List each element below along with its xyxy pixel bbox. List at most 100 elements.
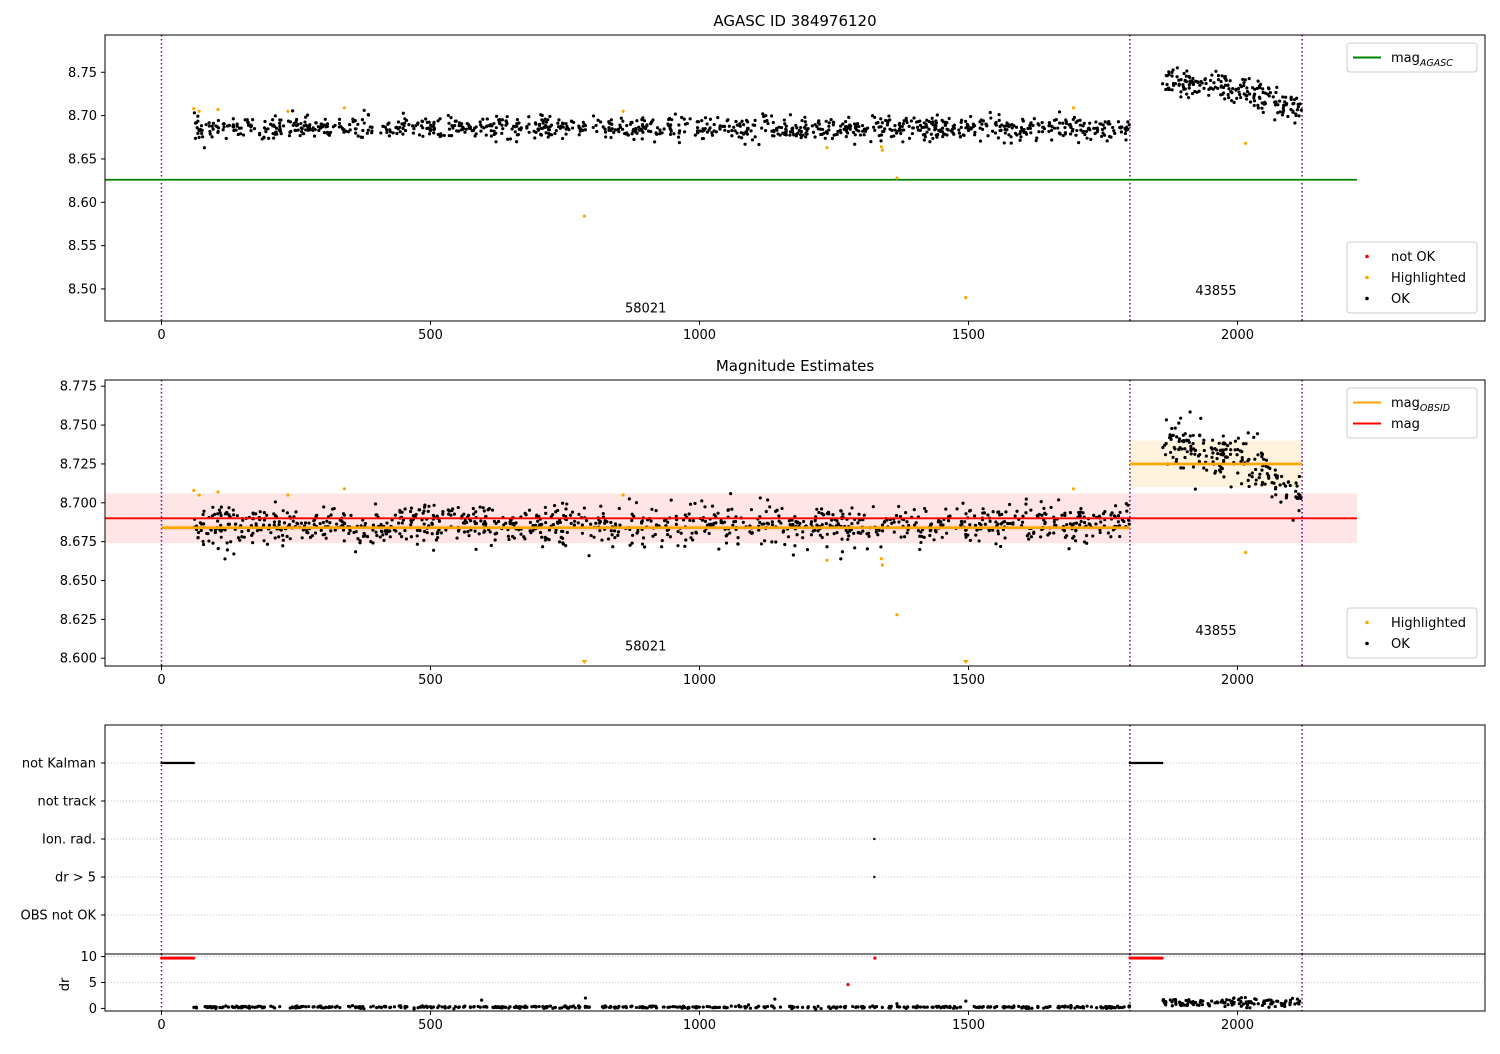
data-point-ok <box>527 122 531 126</box>
data-point-ok <box>733 129 737 133</box>
data-point-ok <box>604 135 608 139</box>
data-point-ok <box>527 115 531 119</box>
data-point-ok <box>420 119 425 124</box>
data-point-ok <box>1234 88 1238 92</box>
data-point-ok <box>540 113 544 118</box>
data-point-ok <box>1177 421 1181 425</box>
data-point-dr <box>800 1005 805 1009</box>
data-point-ok <box>287 134 292 138</box>
data-point-dr <box>993 1006 997 1010</box>
data-point-ok <box>973 130 977 134</box>
data-point-ok <box>753 135 757 139</box>
data-point-ok <box>685 121 689 126</box>
data-point-ok <box>1035 513 1039 518</box>
data-point-ok <box>672 132 676 136</box>
data-point-ok <box>1231 87 1235 91</box>
data-point-ok <box>1233 448 1237 452</box>
data-point-dr <box>930 1005 934 1009</box>
data-point-ok <box>213 530 217 535</box>
data-point-ok <box>1198 83 1202 87</box>
data-point-ok <box>1179 78 1183 82</box>
data-point-ok <box>1079 507 1083 511</box>
data-point-ok <box>777 519 781 523</box>
data-point-ok <box>196 535 200 540</box>
data-point-ok <box>561 125 565 129</box>
data-point-ok <box>587 554 591 558</box>
data-point-ok <box>1284 484 1288 488</box>
data-point-ok <box>996 529 1000 533</box>
data-point-ok <box>809 533 814 537</box>
data-point-ok <box>1274 100 1278 104</box>
data-point-ok <box>861 529 865 533</box>
data-point-ok <box>724 541 729 545</box>
data-point-ok <box>1187 86 1191 90</box>
data-point-ok <box>225 541 229 545</box>
data-point-ok <box>788 133 792 137</box>
data-point-ok <box>1082 520 1087 525</box>
data-point-ok <box>1233 439 1238 443</box>
data-point-ok <box>378 535 382 539</box>
y-tick-label: 8.725 <box>60 457 97 472</box>
data-point-dr <box>1293 1002 1297 1006</box>
data-point-ok <box>1182 71 1186 76</box>
data-point-ok <box>774 509 778 513</box>
data-point-ok <box>1061 121 1065 125</box>
data-point-ok <box>964 512 968 516</box>
data-point-ok <box>274 126 279 130</box>
data-point-ok <box>1052 520 1056 524</box>
data-point-dr <box>725 1006 729 1010</box>
flag-point <box>192 761 195 765</box>
data-point-ok <box>216 512 220 516</box>
data-point-ok <box>810 124 814 128</box>
data-point-dr <box>1099 1006 1104 1010</box>
data-point-ok <box>1112 514 1117 518</box>
data-point-ok <box>525 124 529 129</box>
data-point-ok <box>1183 432 1187 436</box>
data-point-ok <box>1177 439 1181 443</box>
data-point-ok <box>800 118 804 123</box>
data-point-dr <box>739 1005 743 1009</box>
data-point-ok <box>853 133 857 137</box>
data-point-highlighted <box>880 563 885 567</box>
data-point-dr <box>914 1006 918 1010</box>
data-point-ok <box>931 136 935 141</box>
y-tick-label: 8.70 <box>68 109 97 124</box>
data-point-ok <box>1232 100 1236 105</box>
data-point-ok <box>1007 133 1011 137</box>
data-point-ok <box>354 131 358 135</box>
data-point-ok <box>1084 534 1089 538</box>
data-point-ok <box>1169 437 1173 442</box>
data-point-ok <box>196 530 201 535</box>
data-point-ok <box>628 543 632 547</box>
data-point-ok <box>474 547 478 551</box>
data-point-ok <box>1006 521 1010 526</box>
data-point-ok <box>929 528 933 532</box>
data-point-ok <box>691 519 696 523</box>
data-point-ok <box>941 126 945 130</box>
data-point-dr <box>307 1004 311 1009</box>
data-point-ok <box>641 536 646 540</box>
data-point-ok <box>1286 114 1290 119</box>
data-point-dr <box>384 1005 388 1009</box>
data-point-ok <box>1214 448 1219 452</box>
data-point-ok <box>795 126 799 130</box>
data-point-ok <box>712 513 716 517</box>
data-point-ok <box>540 545 545 549</box>
data-point-ok <box>1267 94 1271 98</box>
data-point-ok <box>612 529 617 533</box>
data-point-ok <box>1068 122 1072 127</box>
data-point-ok <box>693 133 697 137</box>
data-point-ok <box>1189 444 1193 448</box>
data-point-dr <box>898 1005 902 1009</box>
data-point-ok <box>1202 86 1206 90</box>
data-point-ok <box>728 531 732 535</box>
data-point-ok <box>1193 89 1197 94</box>
data-point-dr <box>278 1005 282 1009</box>
data-point-ok <box>843 124 848 129</box>
data-point-ok <box>994 123 998 127</box>
data-point-ok <box>219 505 223 509</box>
data-point-ok <box>217 508 221 512</box>
data-point-ok <box>418 529 422 533</box>
data-point-ok <box>839 131 843 135</box>
